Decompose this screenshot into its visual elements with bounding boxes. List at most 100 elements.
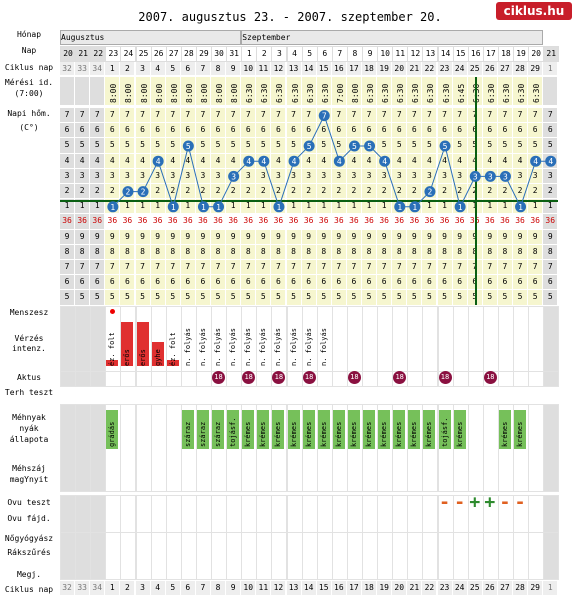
temp-cell: 9 xyxy=(467,229,482,244)
time-label: 8:00 xyxy=(154,83,164,103)
time-label: 8:00 xyxy=(109,83,119,103)
temp-cell: 36 xyxy=(90,214,105,229)
temp-cell: 9 xyxy=(226,229,241,244)
grid-cell xyxy=(407,532,424,580)
day-cell: 16 xyxy=(467,46,484,62)
temp-cell: 4 xyxy=(392,153,407,168)
temp-cell: 7 xyxy=(165,260,180,275)
temp-cell: 9 xyxy=(195,229,210,244)
grid-cell xyxy=(195,495,212,533)
cycle-cell: 9 xyxy=(226,62,241,75)
time-cell xyxy=(316,77,331,105)
cycle-bottom-cell: 9 xyxy=(226,581,241,595)
temp-cell: 6 xyxy=(362,275,377,290)
mucus-bar xyxy=(106,410,119,449)
temp-cell: 7 xyxy=(482,108,497,123)
temp-cell: 4 xyxy=(90,153,105,168)
cycle-day-label: Ciklus nap xyxy=(4,63,54,72)
cycle-cell: 14 xyxy=(301,62,316,75)
time-label: 6:30 xyxy=(245,83,255,103)
mucus-text: krémes xyxy=(289,421,298,447)
grid-cell xyxy=(75,371,92,387)
measure-time-label: Mérési id. xyxy=(4,78,54,87)
temp-cell: 5 xyxy=(271,138,286,153)
temp-cell: 7 xyxy=(180,260,195,275)
bleeding-text: n. folyás xyxy=(214,328,222,366)
ovu-result: - xyxy=(439,492,450,513)
temp-cell: 6 xyxy=(150,275,165,290)
temp-cell: 2 xyxy=(180,184,195,199)
temp-cell: 7 xyxy=(407,108,422,123)
cycle-cell: 8 xyxy=(211,62,226,75)
temp-cell: 7 xyxy=(407,260,422,275)
cycle-bottom-cell: 14 xyxy=(301,581,316,595)
coverline xyxy=(60,199,559,202)
time-label: 6:30 xyxy=(532,83,542,103)
temp-cell: 6 xyxy=(211,275,226,290)
temp-cell: 3 xyxy=(482,168,497,183)
temp-cell: 8 xyxy=(135,244,150,259)
temp-cell: 7 xyxy=(256,108,271,123)
cycle-cell: 27 xyxy=(497,62,512,75)
bleeding-text: erős xyxy=(138,349,147,366)
menses-dot xyxy=(110,309,116,314)
grid-cell xyxy=(120,532,137,580)
cervix-label-1: Méhszáj xyxy=(12,464,46,473)
mucus-text: krémes xyxy=(304,421,313,447)
temp-cell: 7 xyxy=(60,260,75,275)
time-cell xyxy=(60,77,75,105)
grid-cell xyxy=(528,306,545,372)
cycle-bottom-cell: 20 xyxy=(392,581,407,595)
temp-cell: 1 xyxy=(90,199,105,214)
temp-cell: 6 xyxy=(392,123,407,138)
grid-cell xyxy=(120,371,137,387)
temp-cell: 3 xyxy=(165,168,180,183)
temp-cell: 7 xyxy=(377,260,392,275)
time-label: 6:30 xyxy=(517,83,526,103)
day-cell: 30 xyxy=(211,46,228,62)
grid-cell xyxy=(513,532,530,580)
grid-cell xyxy=(362,306,379,372)
temp-cell: 2 xyxy=(377,184,392,199)
temp-cell: 8 xyxy=(316,244,331,259)
temp-cell: 7 xyxy=(362,108,377,123)
temp-cell: 4 xyxy=(60,153,75,168)
time-cell xyxy=(407,77,422,105)
cycle-cell: 22 xyxy=(422,62,437,75)
temp-cell: 3 xyxy=(135,168,150,183)
temp-cell: 3 xyxy=(180,168,195,183)
temp-cell: 9 xyxy=(422,229,437,244)
temp-cell: 7 xyxy=(543,108,558,123)
temp-cell: 8 xyxy=(150,244,165,259)
grid-cell xyxy=(150,532,167,580)
grid-cell xyxy=(407,306,424,372)
temp-cell: 7 xyxy=(135,260,150,275)
temp-cell: 8 xyxy=(105,244,120,259)
temp-cell: 7 xyxy=(135,108,150,123)
temp-cell: 3 xyxy=(286,168,301,183)
cycle-cell: 4 xyxy=(150,62,165,75)
temp-cell: 36 xyxy=(120,214,135,229)
temp-cell: 9 xyxy=(331,229,346,244)
ovu-label: Ovu teszt xyxy=(7,498,51,507)
day-cell: 27 xyxy=(165,46,182,62)
grid-cell xyxy=(105,371,122,387)
ovu-result: + xyxy=(469,492,481,513)
grid-cell xyxy=(407,371,424,387)
temp-cell: 36 xyxy=(75,214,90,229)
temp-cell: 5 xyxy=(226,138,241,153)
grid-cell xyxy=(377,371,394,387)
temp-cell: 4 xyxy=(75,153,90,168)
time-label: 6:30 xyxy=(305,83,315,103)
temp-cell: 5 xyxy=(195,290,210,305)
temp-cell: 6 xyxy=(226,275,241,290)
temp-cell: 7 xyxy=(497,108,512,123)
bleeding-text: n. folyás xyxy=(259,328,268,366)
temp-cell: 1 xyxy=(75,199,90,214)
day-cell: 18 xyxy=(497,46,514,62)
mucus-label-3: állapota xyxy=(9,435,49,444)
temp-cell: 2 xyxy=(241,184,256,199)
temp-cell: 7 xyxy=(362,260,377,275)
temp-cell: 8 xyxy=(362,244,377,259)
cycle-cell: 16 xyxy=(331,62,346,75)
